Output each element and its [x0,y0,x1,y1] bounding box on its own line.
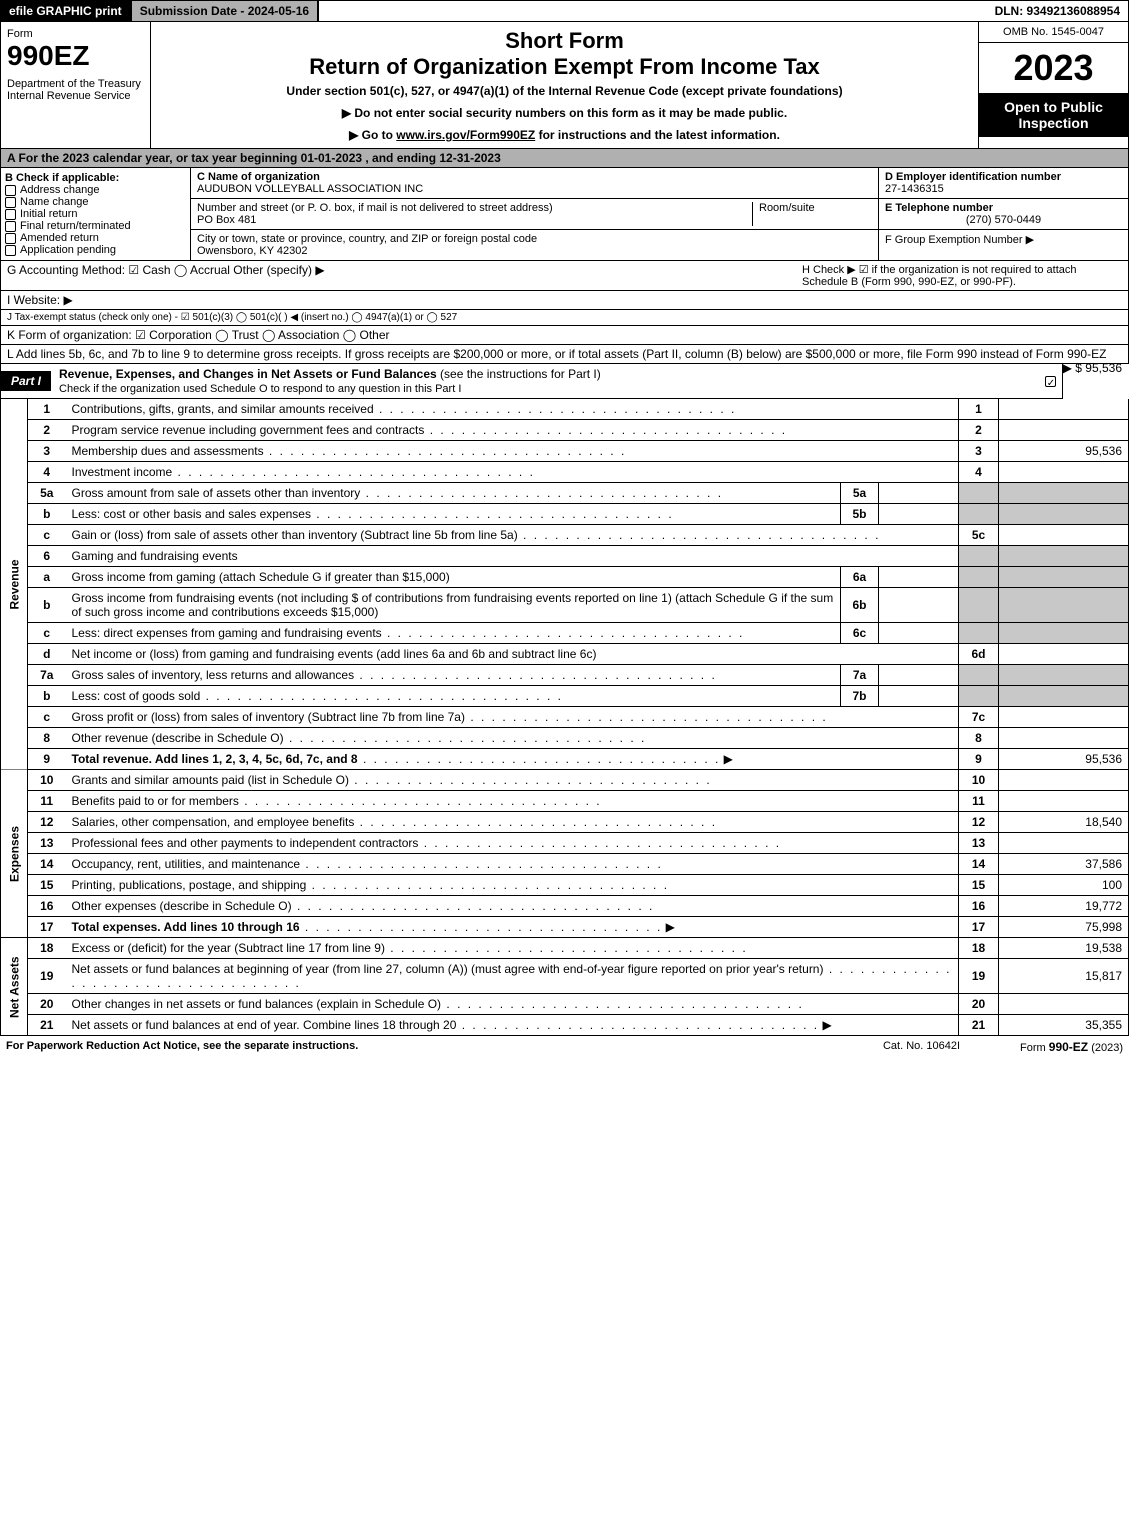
line-6b: bGross income from fundraising events (n… [1,588,1129,623]
footer-cat-no: Cat. No. 10642I [883,1040,960,1054]
e-label: E Telephone number [885,202,1122,214]
line-2: 2Program service revenue including gover… [1,420,1129,441]
line-19: 19Net assets or fund balances at beginni… [1,959,1129,994]
form-subtitle: Under section 501(c), 527, or 4947(a)(1)… [161,84,968,98]
open-inspection: Open to Public Inspection [979,93,1128,137]
d-label: D Employer identification number [885,171,1122,183]
section-c: C Name of organization AUDUBON VOLLEYBAL… [191,168,878,260]
l-text: L Add lines 5b, 6c, and 7b to line 9 to … [7,347,1106,361]
line-7c: cGross profit or (loss) from sales of in… [1,707,1129,728]
footer-paperwork: For Paperwork Reduction Act Notice, see … [6,1040,358,1054]
line-11: 11Benefits paid to or for members 11 [1,791,1129,812]
sidebar-expenses: Expenses [1,770,28,938]
i-website: I Website: ▶ [0,291,1129,310]
sidebar-revenue: Revenue [1,399,28,770]
section-b: B Check if applicable: Address change Na… [1,168,191,260]
form-label: Form [7,28,144,40]
line-8: 8Other revenue (describe in Schedule O) … [1,728,1129,749]
h-schedule-b: H Check ▶ ☑ if the organization is not r… [802,263,1122,288]
line-5b: bLess: cost or other basis and sales exp… [1,504,1129,525]
section-bcdef: B Check if applicable: Address change Na… [0,168,1129,261]
street-value: PO Box 481 [197,214,752,226]
g-accounting: G Accounting Method: ☑ Cash ◯ Accrual Ot… [7,263,802,288]
line-15: 15Printing, publications, postage, and s… [1,875,1129,896]
line-16: 16Other expenses (describe in Schedule O… [1,896,1129,917]
phone-value: (270) 570-0449 [885,214,1122,226]
street-label: Number and street (or P. O. box, if mail… [197,202,752,214]
line-10: Expenses 10Grants and similar amounts pa… [1,770,1129,791]
line-5a: 5aGross amount from sale of assets other… [1,483,1129,504]
chk-amended-return[interactable]: Amended return [5,232,186,244]
part1-tag: Part I [1,371,51,391]
j-tax-exempt: J Tax-exempt status (check only one) - ☑… [0,310,1129,326]
line-21: 21Net assets or fund balances at end of … [1,1015,1129,1036]
chk-application-pending[interactable]: Application pending [5,244,186,256]
line-12: 12Salaries, other compensation, and empl… [1,812,1129,833]
l-gross-receipts: L Add lines 5b, 6c, and 7b to line 9 to … [0,345,1129,364]
chk-address-change[interactable]: Address change [5,184,186,196]
line-7a: 7aGross sales of inventory, less returns… [1,665,1129,686]
part1-schedule-o-checkbox[interactable] [1045,376,1056,387]
part1-table: Revenue 1Contributions, gifts, grants, a… [0,399,1129,1036]
city-value: Owensboro, KY 42302 [197,245,872,257]
line-18: Net Assets 18Excess or (deficit) for the… [1,938,1129,959]
footer-form-ref: Form 990-EZ (2023) [1020,1040,1123,1054]
line-14: 14Occupancy, rent, utilities, and mainte… [1,854,1129,875]
part1-sub: Check if the organization used Schedule … [59,383,461,395]
header-mid: Short Form Return of Organization Exempt… [151,22,978,148]
ein-value: 27-1436315 [885,183,1122,195]
k-form-org: K Form of organization: ☑ Corporation ◯ … [0,326,1129,345]
line-6c: cLess: direct expenses from gaming and f… [1,623,1129,644]
line-6a: aGross income from gaming (attach Schedu… [1,567,1129,588]
line-6: 6Gaming and fundraising events [1,546,1129,567]
note2-pre: ▶ Go to [349,128,396,142]
line-20: 20Other changes in net assets or fund ba… [1,994,1129,1015]
line-4: 4Investment income 4 [1,462,1129,483]
chk-name-change[interactable]: Name change [5,196,186,208]
form-title-main: Return of Organization Exempt From Incom… [161,54,968,80]
section-def: D Employer identification number 27-1436… [878,168,1128,260]
line-6d: dNet income or (loss) from gaming and fu… [1,644,1129,665]
line-13: 13Professional fees and other payments t… [1,833,1129,854]
header-left: Form 990EZ Department of the Treasury In… [1,22,151,148]
omb-number: OMB No. 1545-0047 [979,22,1128,43]
org-name: AUDUBON VOLLEYBALL ASSOCIATION INC [197,183,872,195]
section-a: A For the 2023 calendar year, or tax yea… [0,149,1129,168]
chk-final-return[interactable]: Final return/terminated [5,220,186,232]
topbar: efile GRAPHIC print Submission Date - 20… [0,0,1129,22]
part1-title: Revenue, Expenses, and Changes in Net As… [51,364,1045,398]
city-label: City or town, state or province, country… [197,233,872,245]
form-note-link: ▶ Go to www.irs.gov/Form990EZ for instru… [161,128,968,142]
line-1: Revenue 1Contributions, gifts, grants, a… [1,399,1129,420]
room-suite-label: Room/suite [752,202,872,226]
line-5c: cGain or (loss) from sale of assets othe… [1,525,1129,546]
section-gh: G Accounting Method: ☑ Cash ◯ Accrual Ot… [0,261,1129,291]
line-17: 17Total expenses. Add lines 10 through 1… [1,917,1129,938]
note2-post: for instructions and the latest informat… [535,128,780,142]
dln-label: DLN: 93492136088954 [987,1,1128,21]
l-amount: ▶ $ 95,536 [1063,361,1122,375]
part1-header: Part I Revenue, Expenses, and Changes in… [0,364,1063,399]
b-label: B Check if applicable: [5,172,186,184]
header-right: OMB No. 1545-0047 2023 Open to Public In… [978,22,1128,148]
chk-initial-return[interactable]: Initial return [5,208,186,220]
f-label: F Group Exemption Number ▶ [885,233,1122,246]
line-9: 9Total revenue. Add lines 1, 2, 3, 4, 5c… [1,749,1129,770]
form-header: Form 990EZ Department of the Treasury In… [0,22,1129,149]
dept-label: Department of the Treasury Internal Reve… [7,78,144,102]
irs-link[interactable]: www.irs.gov/Form990EZ [396,128,535,142]
form-note-ssn: ▶ Do not enter social security numbers o… [161,106,968,120]
form-title-short: Short Form [161,28,968,54]
efile-print-button[interactable]: efile GRAPHIC print [1,1,130,21]
line-3: 3Membership dues and assessments 395,536 [1,441,1129,462]
tax-year: 2023 [979,43,1128,93]
sidebar-net-assets: Net Assets [1,938,28,1036]
page-footer: For Paperwork Reduction Act Notice, see … [0,1036,1129,1058]
submission-date: Submission Date - 2024-05-16 [130,1,319,21]
line-7b: bLess: cost of goods sold 7b [1,686,1129,707]
form-number: 990EZ [7,40,144,72]
c-name-label: C Name of organization [197,171,872,183]
